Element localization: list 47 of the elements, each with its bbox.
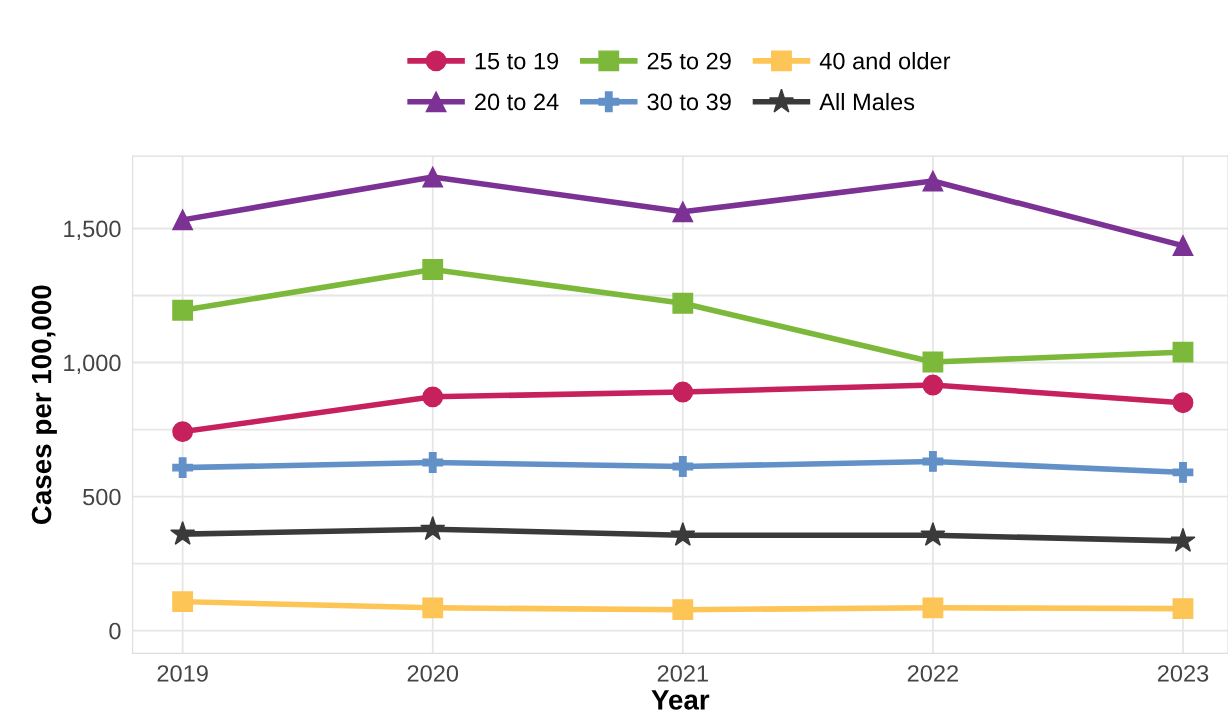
point bbox=[172, 209, 194, 231]
point bbox=[920, 521, 946, 546]
point bbox=[422, 597, 444, 619]
y-tick-label: 1,000 bbox=[64, 354, 121, 375]
point bbox=[420, 516, 446, 541]
legend-label: 25 to 29 bbox=[647, 52, 731, 70]
x-tick-label: 2022 bbox=[907, 665, 958, 682]
y-tick-label: 1,500 bbox=[64, 220, 121, 241]
legend-label: All Males bbox=[819, 92, 915, 111]
point bbox=[672, 292, 694, 314]
legend-label: 15 to 19 bbox=[475, 52, 559, 70]
legend-label: 20 to 24 bbox=[475, 93, 559, 111]
point bbox=[1172, 235, 1194, 257]
point bbox=[670, 521, 696, 546]
point bbox=[672, 381, 694, 403]
legend-label: 40 and older bbox=[819, 52, 951, 70]
point bbox=[672, 201, 694, 223]
point bbox=[1172, 598, 1194, 620]
point bbox=[1172, 462, 1194, 483]
y-tick-label: 0 bbox=[109, 622, 121, 640]
x-tick-label: 2020 bbox=[407, 665, 459, 682]
point bbox=[1170, 527, 1196, 552]
point bbox=[170, 520, 196, 545]
point bbox=[422, 386, 444, 408]
point bbox=[672, 599, 694, 621]
point bbox=[922, 351, 944, 373]
point bbox=[922, 451, 944, 472]
point bbox=[172, 457, 194, 479]
legend-label: 30 to 39 bbox=[647, 93, 731, 111]
point bbox=[1172, 341, 1194, 363]
x-axis-title: Year bbox=[651, 690, 710, 710]
point bbox=[922, 170, 944, 192]
point bbox=[422, 259, 444, 280]
point bbox=[172, 299, 194, 321]
y-axis-title: Cases per 100,000 bbox=[31, 285, 57, 525]
point bbox=[672, 456, 694, 477]
point bbox=[172, 421, 194, 443]
x-tick-label: 2023 bbox=[1157, 665, 1209, 682]
point bbox=[422, 166, 444, 188]
x-tick-label: 2019 bbox=[157, 665, 208, 682]
point bbox=[922, 374, 944, 396]
x-tick-label: 2021 bbox=[657, 665, 708, 682]
point bbox=[1172, 392, 1194, 414]
point bbox=[422, 452, 444, 473]
y-tick-label: 500 bbox=[83, 488, 121, 506]
point bbox=[172, 591, 194, 613]
point bbox=[922, 597, 944, 619]
